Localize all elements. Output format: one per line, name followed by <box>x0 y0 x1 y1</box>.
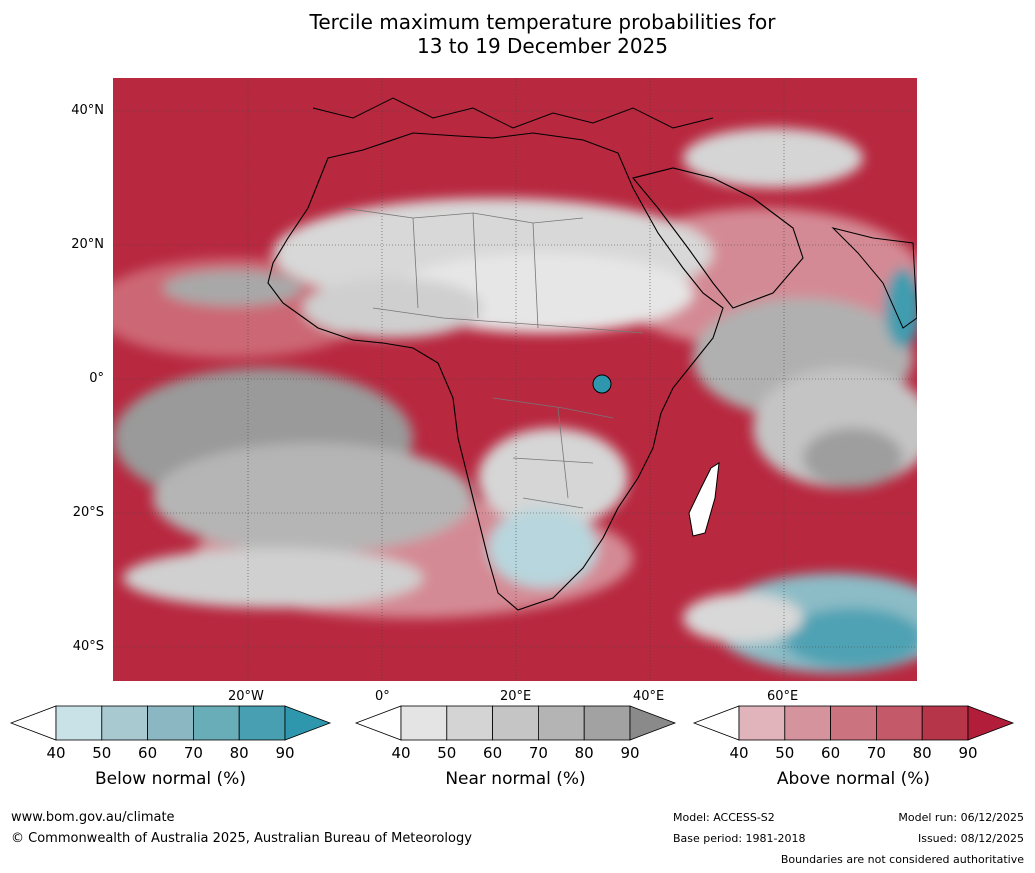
europe-coastline <box>312 97 714 129</box>
colorbar-near-min-extend <box>354 705 402 741</box>
lat-label-0: 0° <box>89 371 104 386</box>
colorbar-above-tick: 60 <box>821 744 841 762</box>
lat-label-20n: 20°N <box>71 237 104 252</box>
colorbar-near-segment <box>400 705 448 741</box>
title-line-1: Tercile maximum temperature probabilitie… <box>309 10 776 34</box>
lon-label-20w: 20°W <box>228 689 264 704</box>
colorbar-near-tick: 90 <box>620 744 640 762</box>
colorbar-above-tick: 40 <box>729 744 749 762</box>
colorbar-above-tick: 90 <box>958 744 978 762</box>
colorbar-above-normal <box>692 705 1015 741</box>
colorbar-near-tick: 50 <box>437 744 457 762</box>
footer-model: Model: ACCESS-S2 <box>673 811 775 824</box>
colorbar-above-segment <box>921 705 969 741</box>
colorbar-label-above: Above normal (%) <box>776 769 931 789</box>
colorbar-above-segment <box>830 705 877 741</box>
colorbar-below-normal <box>9 705 332 741</box>
colorbar-below-min-extend <box>9 705 57 741</box>
lon-label-0: 0° <box>375 689 390 704</box>
colorbar-near-segment <box>492 705 539 741</box>
colorbar-below-segment <box>147 705 194 741</box>
map-title: Tercile maximum temperature probabilitie… <box>0 10 1035 58</box>
colorbar-above-segment <box>876 705 923 741</box>
colorbar-below-segment <box>192 705 240 741</box>
colorbar-near-normal <box>354 705 677 741</box>
colorbar-below-tick: 80 <box>229 744 249 762</box>
lat-label-20s: 20°S <box>72 505 104 520</box>
colorbar-below-tick: 50 <box>92 744 112 762</box>
graticule <box>113 78 917 681</box>
footer-model-run: Model run: 06/12/2025 <box>898 811 1024 824</box>
probability-shading <box>113 128 917 673</box>
title-line-2: 13 to 19 December 2025 <box>416 34 668 58</box>
footer-copyright: © Commonwealth of Australia 2025, Austra… <box>11 831 472 846</box>
colorbar-above-min-extend <box>692 705 740 741</box>
colorbar-below-tick: 40 <box>46 744 66 762</box>
lat-label-40n: 40°N <box>71 103 104 118</box>
colorbar-below-segment <box>101 705 149 741</box>
colorbar-below-segment <box>238 705 286 741</box>
lake-victoria <box>592 374 612 394</box>
colorbar-below-max-extend <box>284 705 332 741</box>
colorbar-label-below: Below normal (%) <box>95 769 246 789</box>
footer-website[interactable]: www.bom.gov.au/climate <box>11 810 175 825</box>
colorbar-near-tick: 60 <box>483 744 503 762</box>
footer-disclaimer: Boundaries are not considered authoritat… <box>780 853 1024 866</box>
lon-label-40e: 40°E <box>633 689 665 704</box>
colorbar-near-tick: 80 <box>574 744 594 762</box>
footer-base-period: Base period: 1981-2018 <box>673 832 806 845</box>
colorbar-below-tick: 60 <box>138 744 158 762</box>
country-borders <box>342 207 644 509</box>
colorbar-above-tick: 50 <box>775 744 795 762</box>
colorbar-near-segment <box>446 705 493 741</box>
colorbar-near-max-extend <box>629 705 677 741</box>
colorbar-near-segment <box>538 705 585 741</box>
colorbar-above-segment <box>784 705 831 741</box>
colorbar-above-max-extend <box>967 705 1015 741</box>
colorbar-below-segment <box>55 705 103 741</box>
colorbar-below-tick: 70 <box>183 744 203 762</box>
colorbar-above-tick: 80 <box>912 744 932 762</box>
colorbar-near-tick: 40 <box>391 744 411 762</box>
arabia-coastline <box>632 167 804 309</box>
india-coastline <box>831 227 917 329</box>
colorbar-near-tick: 70 <box>528 744 548 762</box>
africa-coastline <box>267 132 724 611</box>
colorbar-above-segment <box>738 705 786 741</box>
lat-label-40s: 40°S <box>72 639 104 654</box>
colorbar-label-near: Near normal (%) <box>445 769 586 789</box>
colorbar-near-segment <box>583 705 631 741</box>
colorbars <box>9 705 1015 741</box>
madagascar-coastline <box>688 462 720 537</box>
lon-label-20e: 20°E <box>500 689 532 704</box>
probability-map <box>113 78 917 681</box>
lon-label-60e: 60°E <box>767 689 799 704</box>
map-svg <box>113 78 917 681</box>
footer-issued: Issued: 08/12/2025 <box>917 832 1024 845</box>
colorbar-above-tick: 70 <box>866 744 886 762</box>
colorbar-below-tick: 90 <box>275 744 295 762</box>
